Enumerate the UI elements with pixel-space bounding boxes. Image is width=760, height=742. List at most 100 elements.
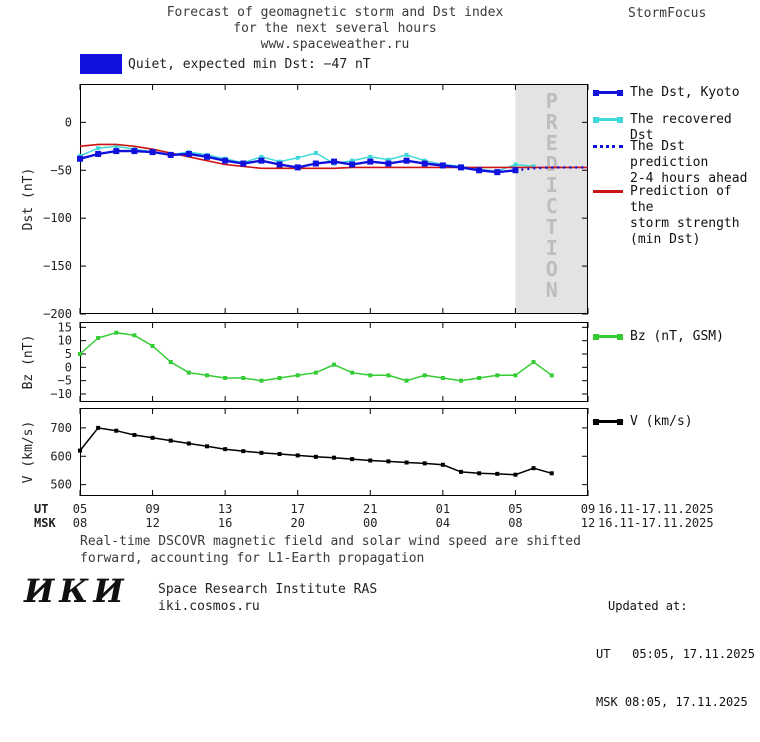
line-segment-icon [599,118,617,121]
legend-item-v: V (km/s) [593,414,693,430]
svg-text:O: O [546,257,558,281]
svg-text:N: N [546,278,558,302]
updated-label: Updated at: [608,599,688,613]
svg-text:D: D [546,152,558,176]
svg-text:700: 700 [50,421,72,435]
storm-level-label: Quiet, expected min Dst: −47 nT [128,57,371,72]
svg-text:Dst (nT): Dst (nT) [21,168,36,231]
svg-text:600: 600 [50,449,72,463]
bz-line-icon [593,329,623,344]
legend-storm-line1: Prediction of the [630,184,732,215]
legend-prediction-line1: The Dst prediction [630,139,709,170]
svg-text:00: 00 [363,516,377,530]
svg-text:P: P [546,89,558,113]
marker-square-icon [617,418,623,425]
svg-text:17: 17 [290,502,304,516]
v-line-icon [593,414,623,429]
svg-text:09: 09 [145,502,159,516]
svg-text:09: 09 [581,502,595,516]
svg-text:08: 08 [508,516,522,530]
svg-text:R: R [546,110,559,134]
svg-text:15: 15 [58,320,72,334]
svg-text:500: 500 [50,478,72,492]
svg-text:12: 12 [145,516,159,530]
svg-text:−200: −200 [43,307,72,321]
svg-text:21: 21 [363,502,377,516]
svg-text:V (km/s): V (km/s) [21,421,36,484]
dotted-line-icon [593,139,623,154]
updated-ut: UT 05:05, 17.11.2025 [596,647,755,661]
svg-text:−5: −5 [58,374,72,388]
line-segment-icon [599,335,617,338]
title-line-2: for the next several hours [233,21,437,36]
footer-note: Real-time DSCOVR magnetic field and sola… [80,533,581,567]
dotted-segment-icon [593,145,623,148]
svg-text:08: 08 [73,516,87,530]
title-line-3: www.spaceweather.ru [260,37,410,52]
institute-site: iki.cosmos.ru [158,599,260,614]
marker-square-icon [593,418,599,425]
line-segment-icon [599,420,617,423]
institute-name: Space Research Institute RAS [158,582,378,597]
marker-square-icon [593,89,599,96]
dst-kyoto-line-icon [593,85,623,100]
marker-square-icon [617,333,623,340]
svg-text:13: 13 [218,502,232,516]
storm-level-swatch [80,54,122,74]
svg-text:0: 0 [65,360,72,374]
svg-text:16.11-17.11.2025: 16.11-17.11.2025 [598,502,714,516]
legend-label-storm-strength: Prediction of the storm strength (min Ds… [630,184,760,248]
svg-text:I: I [546,236,558,260]
legend-item-dst-kyoto: The Dst, Kyoto [593,85,740,101]
marker-square-icon [593,333,599,340]
svg-text:−50: −50 [50,163,72,177]
page-title: Forecast of geomagnetic storm and Dst in… [85,5,585,53]
svg-text:05: 05 [73,502,87,516]
updated-msk: MSK 08:05, 17.11.2025 [596,695,748,709]
svg-text:10: 10 [58,334,72,348]
legend-label-dst-kyoto: The Dst, Kyoto [630,85,740,100]
svg-text:5: 5 [65,347,72,361]
svg-text:05: 05 [508,502,522,516]
line-segment-icon [599,91,617,94]
iki-logo: ИКИ [24,572,129,610]
svg-text:−150: −150 [43,259,72,273]
legend-label-prediction: The Dst prediction 2-4 hours ahead [630,139,760,187]
line-segment-icon [593,190,623,193]
legend-prediction-line2: 2-4 hours ahead [630,171,748,186]
svg-text:Bz (nT): Bz (nT) [21,335,36,390]
legend-label-recovered: The recovered Dst [630,112,732,143]
svg-text:T: T [546,215,558,239]
svg-text:16.11-17.11.2025: 16.11-17.11.2025 [598,516,714,530]
svg-text:12: 12 [581,516,595,530]
red-line-icon [593,184,623,199]
note-line-1: Real-time DSCOVR magnetic field and sola… [80,534,581,549]
marker-square-icon [617,89,623,96]
legend-label-bz: Bz (nT, GSM) [630,329,724,344]
svg-text:C: C [546,194,558,218]
updated-block: Updated at: UT 05:05, 17.11.2025 MSK 08:… [596,566,755,742]
legend-label-v: V (km/s) [630,414,693,429]
svg-text:20: 20 [290,516,304,530]
svg-text:0: 0 [65,115,72,129]
marker-square-icon [593,116,599,123]
svg-text:16: 16 [218,516,232,530]
recovered-line-icon [593,112,623,127]
svg-text:01: 01 [436,502,450,516]
svg-text:MSK: MSK [34,516,56,530]
legend-item-storm-strength: Prediction of the storm strength (min Ds… [593,184,760,248]
legend-storm-line2: storm strength [630,216,740,231]
title-line-1: Forecast of geomagnetic storm and Dst in… [166,5,504,20]
svg-text:UT: UT [34,502,48,516]
svg-text:I: I [546,173,558,197]
svg-text:04: 04 [436,516,450,530]
legend-storm-line3: (min Dst) [630,232,701,247]
storm-forecast-page: Forecast of geomagnetic storm and Dst in… [21,5,760,709]
marker-square-icon [617,116,623,123]
svg-text:E: E [546,131,558,155]
svg-text:−100: −100 [43,211,72,225]
legend-item-bz: Bz (nT, GSM) [593,329,724,345]
